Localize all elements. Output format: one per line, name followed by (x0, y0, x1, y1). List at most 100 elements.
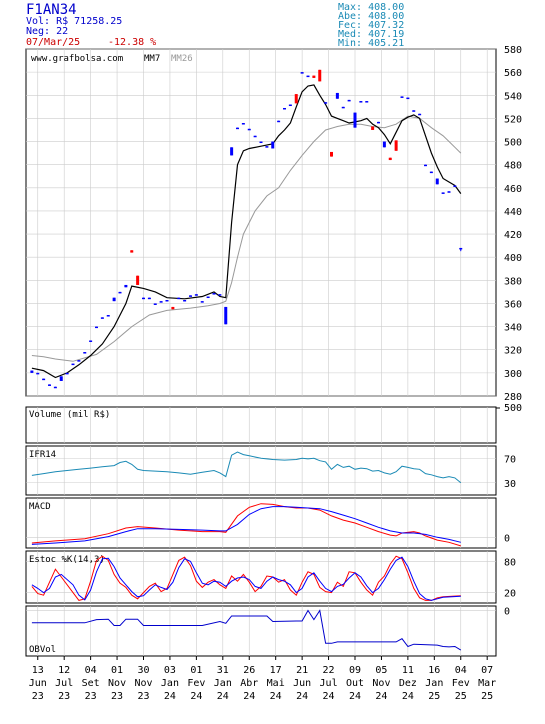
candle-body (253, 135, 257, 138)
candle-body (77, 360, 81, 362)
candle-body (59, 376, 63, 381)
candle-body (359, 101, 363, 103)
stochastic-d-line (31, 556, 461, 601)
candle-body (377, 121, 380, 124)
ticker-title: F1AN34 (26, 2, 77, 18)
y-tick-label: 580 (504, 45, 522, 56)
candle-body (371, 126, 375, 130)
x-tick-year: 23 (32, 691, 44, 702)
candle-body (418, 113, 422, 116)
ifr-panel: 30 70 IFR14 (25, 445, 516, 496)
y-tick-label: 70 (504, 454, 516, 465)
candle-body (312, 75, 316, 78)
avg-text: Med: 407.19 (338, 29, 404, 40)
candle-body (171, 306, 175, 310)
candle-body (30, 370, 34, 373)
candle-body (100, 317, 104, 319)
panel-frame (25, 406, 497, 444)
y-tick-label: 360 (504, 299, 522, 310)
candle-body (330, 151, 333, 157)
candle-body (324, 102, 328, 104)
candle-body (118, 291, 122, 294)
candle-body (394, 140, 398, 151)
min-text: Min: 405.21 (338, 38, 404, 49)
ifr-line (31, 451, 462, 484)
candle-body (147, 297, 151, 300)
x-tick-day: 16 (428, 665, 440, 676)
candle-body (53, 386, 57, 389)
x-tick-month: Mai (267, 678, 285, 689)
x-tick-day: 07 (481, 665, 493, 676)
x-tick-year: 23 (85, 691, 97, 702)
x-tick-month: Dez (399, 678, 417, 689)
x-tick-year: 24 (243, 691, 255, 702)
candle-body (406, 97, 410, 100)
x-tick-year: 24 (190, 691, 202, 702)
candle-body (212, 293, 216, 295)
candle-body (189, 295, 192, 297)
x-tick-year: 24 (349, 691, 361, 702)
x-tick-day: 01 (190, 665, 202, 676)
candle-body (429, 171, 433, 174)
x-tick-day: 05 (375, 665, 387, 676)
candle-body (153, 303, 157, 305)
volume-panel: Volume (mil R$) 500 (25, 403, 522, 444)
x-tick-year: 25 (481, 691, 493, 702)
candle-body (112, 297, 116, 302)
y-tick-label: 520 (504, 114, 522, 125)
y-tick-label: 320 (504, 346, 522, 357)
ifr-label: IFR14 (29, 450, 56, 460)
watermark-text: www.grafbolsa.com (31, 54, 123, 64)
candle-body (130, 250, 134, 253)
candle-body (177, 297, 181, 300)
x-tick-month: Jul (55, 678, 73, 689)
open-text: Abe: 408.00 (338, 11, 404, 22)
candle-body (459, 247, 463, 250)
y-tick-label: 0 (504, 533, 510, 544)
stochastic-k-line (31, 555, 461, 601)
panel-frame (25, 605, 497, 657)
x-tick-day: 22 (323, 665, 335, 676)
candle-body (165, 299, 169, 302)
y-tick-label: 400 (504, 253, 522, 264)
candle-body (453, 185, 457, 187)
x-tick-year: 24 (217, 691, 229, 702)
candle-body (447, 191, 451, 193)
candle-body (71, 363, 75, 366)
candle-body (89, 340, 93, 342)
x-tick-year: 24 (323, 691, 335, 702)
stochastic-panel: 20 80 Estoc %K(14,3) (25, 550, 516, 604)
candle-body (388, 157, 392, 161)
candle-body (365, 101, 369, 103)
x-tick-year: 23 (137, 691, 149, 702)
y-tick-label: 20 (504, 589, 516, 600)
y-tick-label: 540 (504, 91, 522, 102)
candle-body (42, 378, 46, 381)
price-panel: 280 300 320 340 360 380 400 420 440 460 480 500 520 5… (25, 45, 522, 403)
volume-text: Vol: R$ 71258.25 (26, 16, 122, 27)
x-tick-month: Jul (320, 678, 338, 689)
y-tick-label: 380 (504, 276, 522, 287)
x-tick-month: Out (346, 678, 364, 689)
candle-body (224, 306, 228, 325)
candle-body (230, 147, 234, 156)
candle-body (159, 301, 163, 303)
obv-line (31, 609, 462, 651)
panel-frame (25, 497, 497, 549)
candle-body (400, 96, 404, 98)
candle-body (106, 315, 110, 317)
x-tick-day: 12 (58, 665, 70, 676)
x-tick-day: 17 (270, 665, 282, 676)
macd-signal-line (31, 506, 461, 545)
max-text: Max: 408.00 (338, 2, 404, 13)
candle-body (183, 299, 187, 302)
candle-body (136, 275, 140, 285)
candle-body (277, 120, 281, 123)
candle-body (194, 294, 198, 296)
x-tick-year: 25 (455, 691, 467, 702)
x-tick-month: Jan (214, 678, 232, 689)
y-tick-label: 500 (504, 138, 522, 149)
x-tick-day: 03 (164, 665, 176, 676)
